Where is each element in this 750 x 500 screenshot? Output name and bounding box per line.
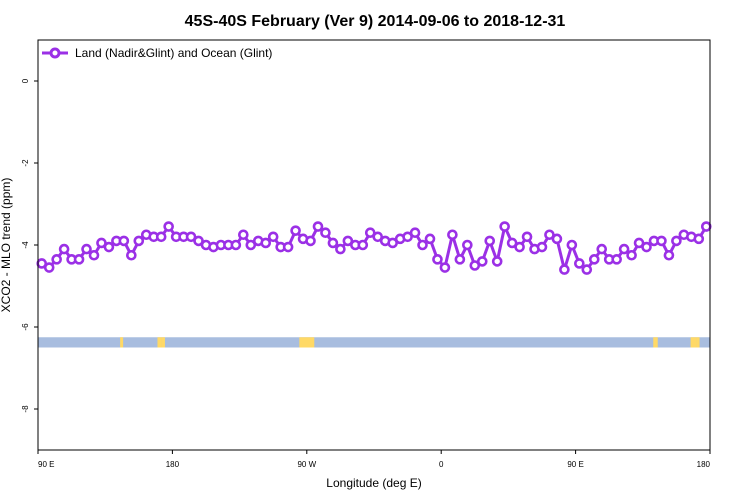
legend-marker bbox=[49, 47, 61, 59]
data-point bbox=[230, 239, 242, 251]
y-axis-ticks: 0 -2 -4 -6 -8 bbox=[21, 78, 38, 413]
data-point bbox=[409, 227, 421, 238]
data-point bbox=[372, 231, 384, 243]
data-point bbox=[81, 243, 92, 255]
data-point bbox=[260, 237, 272, 249]
y-tick-label: 0 bbox=[21, 78, 30, 83]
data-point bbox=[566, 239, 578, 251]
data-point bbox=[596, 243, 608, 255]
land-segment bbox=[161, 337, 165, 348]
data-point bbox=[163, 221, 174, 232]
y-tick-label: -2 bbox=[21, 159, 30, 167]
data-point bbox=[633, 237, 645, 249]
y-tick-label: -4 bbox=[21, 241, 30, 249]
data-point bbox=[126, 249, 137, 261]
data-point bbox=[327, 237, 339, 249]
ocean-band bbox=[38, 337, 710, 348]
x-axis-ticks: 90 E 180 90 W 0 90 E 180 bbox=[37, 450, 711, 469]
data-point bbox=[671, 235, 682, 247]
data-point bbox=[43, 262, 55, 273]
data-point bbox=[238, 229, 249, 241]
data-point bbox=[245, 239, 257, 251]
data-point bbox=[58, 243, 70, 255]
x-axis-label: Longitude (deg E) bbox=[326, 476, 421, 490]
land-segment bbox=[690, 337, 697, 348]
y-tick-label: -6 bbox=[21, 323, 30, 331]
data-point bbox=[514, 241, 525, 253]
data-point bbox=[484, 235, 496, 247]
data-point bbox=[305, 235, 316, 247]
data-point bbox=[491, 256, 503, 267]
x-tick-label: 90 W bbox=[297, 460, 316, 469]
x-tick-label: 0 bbox=[439, 460, 444, 469]
data-point bbox=[320, 227, 331, 238]
land-segment bbox=[653, 337, 658, 348]
data-point bbox=[193, 235, 204, 247]
data-point bbox=[417, 239, 428, 251]
data-point bbox=[574, 258, 585, 269]
data-point bbox=[506, 237, 518, 249]
legend-label: Land (Nadir&Glint) and Ocean (Glint) bbox=[75, 46, 272, 60]
data-point bbox=[476, 256, 488, 267]
data-point bbox=[424, 233, 436, 245]
y-axis-label: XCO2 - MLO trend (ppm) bbox=[0, 178, 13, 313]
data-point bbox=[402, 231, 413, 243]
series-layer bbox=[36, 221, 712, 275]
data-point bbox=[290, 225, 301, 236]
data-point bbox=[335, 243, 346, 255]
data-point bbox=[73, 254, 85, 265]
data-point bbox=[521, 231, 533, 243]
chart-title: 45S-40S February (Ver 9) 2014-09-06 to 2… bbox=[185, 13, 566, 30]
data-point bbox=[641, 241, 652, 253]
data-point bbox=[618, 243, 630, 255]
data-point bbox=[118, 235, 130, 247]
y-tick-label: -8 bbox=[21, 405, 30, 413]
data-point bbox=[544, 229, 555, 241]
x-tick-label: 180 bbox=[697, 460, 711, 469]
data-point bbox=[447, 229, 458, 241]
data-point bbox=[588, 254, 600, 265]
data-point bbox=[155, 231, 167, 243]
data-point bbox=[469, 260, 481, 271]
data-point bbox=[267, 231, 279, 243]
data-point bbox=[454, 254, 466, 265]
data-point bbox=[357, 239, 369, 251]
data-point bbox=[551, 233, 563, 245]
data-point bbox=[364, 227, 376, 238]
data-point bbox=[559, 264, 570, 275]
legend: Land (Nadir&Glint) and Ocean (Glint) bbox=[42, 46, 272, 60]
land-segment bbox=[696, 337, 700, 348]
data-point bbox=[342, 235, 354, 247]
data-point bbox=[581, 264, 593, 275]
data-point bbox=[499, 221, 510, 232]
data-point bbox=[432, 254, 443, 265]
data-point bbox=[611, 254, 622, 265]
data-point bbox=[88, 249, 100, 261]
land-segment bbox=[157, 337, 162, 348]
land-ocean-band bbox=[38, 337, 710, 348]
data-point bbox=[133, 235, 145, 247]
x-tick-label: 90 E bbox=[567, 460, 583, 469]
data-point bbox=[282, 241, 294, 253]
data-point bbox=[312, 221, 324, 232]
land-segment bbox=[120, 337, 124, 348]
x-tick-label: 180 bbox=[166, 460, 180, 469]
data-point bbox=[693, 233, 705, 245]
land-segment bbox=[299, 337, 315, 348]
data-point bbox=[626, 249, 637, 261]
x-tick-label: 90 E bbox=[38, 460, 54, 469]
data-point bbox=[462, 239, 473, 251]
data-point bbox=[656, 235, 667, 247]
data-point bbox=[536, 241, 548, 253]
data-point bbox=[700, 221, 712, 232]
data-point bbox=[103, 241, 115, 253]
data-point bbox=[663, 249, 675, 261]
data-point bbox=[387, 237, 398, 249]
data-point bbox=[185, 231, 197, 243]
data-point bbox=[439, 262, 451, 273]
data-point bbox=[96, 237, 107, 249]
data-point bbox=[51, 254, 62, 265]
